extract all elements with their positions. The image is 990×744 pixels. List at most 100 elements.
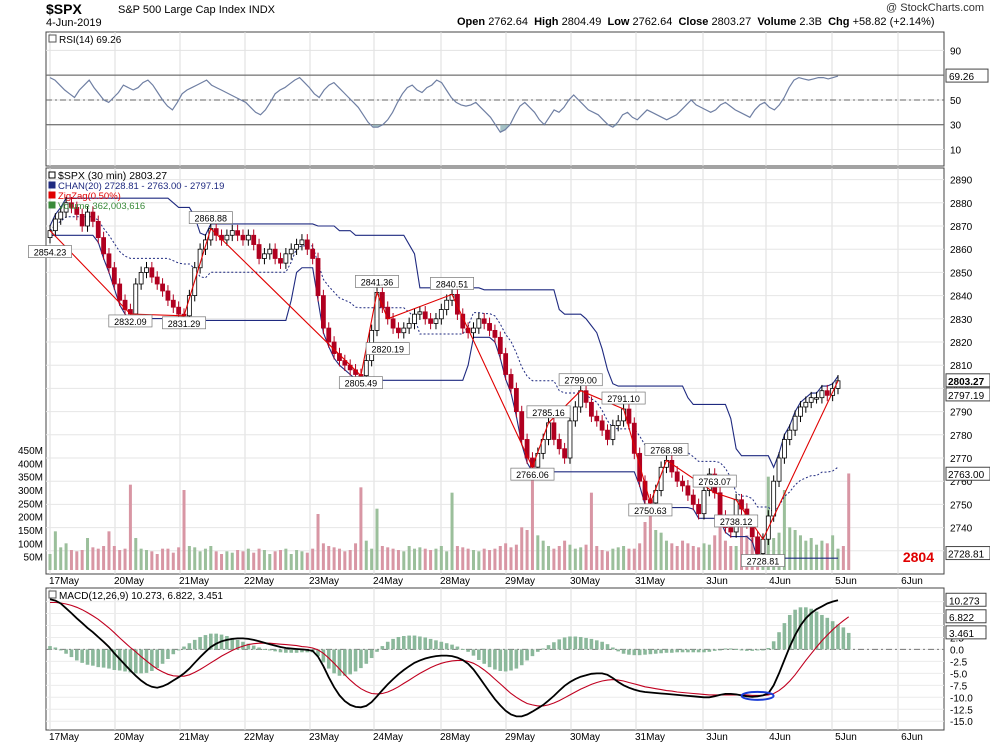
rsi-tick-label: 90 xyxy=(950,46,962,57)
macd-histogram-bar xyxy=(267,649,272,651)
macd-date-label: 4Jun xyxy=(769,732,791,743)
macd-histogram-bar xyxy=(251,645,256,650)
macd-date-label: 21May xyxy=(179,732,209,743)
candle-body xyxy=(760,538,766,554)
price-tick-label: 2760 xyxy=(950,477,973,488)
rsi-legend-label: RSI(14) 69.26 xyxy=(59,35,122,46)
candle-body xyxy=(165,290,171,301)
macd-histogram-bar xyxy=(439,641,444,650)
volume-bar xyxy=(166,548,170,570)
volume-bar xyxy=(675,546,679,570)
volume-bar xyxy=(193,547,197,570)
candle-body xyxy=(669,459,675,473)
rsi-value-tag xyxy=(945,68,989,83)
price-legend-swatch xyxy=(48,181,56,189)
volume-bar xyxy=(337,548,341,570)
macd-histogram-bar xyxy=(525,649,529,661)
price-tick-label: 2860 xyxy=(950,245,973,256)
volume-bar xyxy=(118,550,122,570)
candle-body xyxy=(363,360,369,377)
volume-bar xyxy=(734,546,738,570)
symbol-description: S&P 500 Large Cap Index INDX xyxy=(118,4,275,16)
candle-body xyxy=(299,239,305,245)
price-date-label: 31May xyxy=(635,576,665,587)
macd-histogram-bar xyxy=(718,649,722,651)
macd-histogram-bar xyxy=(680,649,685,653)
volume-bar xyxy=(80,550,84,570)
volume-bar xyxy=(504,543,508,570)
rsi-line xyxy=(49,75,839,133)
volume-bar xyxy=(471,550,475,570)
price-date-label: 30May xyxy=(570,576,600,587)
macd-histogram-bar xyxy=(530,649,535,657)
candle-body xyxy=(513,387,519,412)
macd-histogram-bar xyxy=(289,649,294,653)
candle-body xyxy=(256,244,262,259)
macd-histogram-bar xyxy=(573,636,578,650)
volume-bar xyxy=(697,547,701,570)
channel-middle xyxy=(49,216,839,514)
candle-body xyxy=(154,276,160,285)
macd-date-label: 23May xyxy=(309,732,339,743)
volume-bar xyxy=(782,490,786,570)
macd-histogram-bar xyxy=(203,635,208,650)
volume-bar xyxy=(102,546,106,570)
price-date-label: 24May xyxy=(373,576,403,587)
macd-histogram-bar xyxy=(455,646,460,650)
macd-histogram-bar xyxy=(653,649,658,654)
volume-bar xyxy=(187,546,191,570)
volume-bar xyxy=(343,551,347,570)
macd-histogram-bar xyxy=(128,649,133,673)
macd-histogram-bar xyxy=(519,649,524,666)
macd-histogram-bar xyxy=(482,649,487,664)
macd-histogram-bar xyxy=(460,648,465,650)
macd-histogram-bar xyxy=(830,621,835,650)
candle-body xyxy=(690,494,696,505)
volume-tick-label: 450M xyxy=(18,446,43,457)
candle-body xyxy=(262,253,267,259)
candle-body xyxy=(589,401,594,417)
macd-histogram-bar xyxy=(728,648,733,650)
macd-histogram-bar xyxy=(466,649,470,652)
candle-body xyxy=(106,253,112,269)
macd-histogram-bar xyxy=(686,649,690,653)
candle-body xyxy=(315,258,321,297)
candle-body xyxy=(583,390,589,403)
candle-body xyxy=(144,267,149,273)
macd-histogram-bar xyxy=(734,648,738,650)
macd-histogram-bar xyxy=(391,638,395,650)
volume-bar xyxy=(391,548,395,570)
candle-body xyxy=(63,202,69,213)
rsi-tick-label: 50 xyxy=(950,96,962,107)
candle-body xyxy=(792,415,798,431)
volume-tick-label: 200M xyxy=(18,513,43,524)
candle-body xyxy=(390,318,396,329)
candle-body xyxy=(615,420,621,426)
volume-bar xyxy=(209,546,213,570)
candle-body xyxy=(578,390,584,408)
macd-histogram-bar xyxy=(401,636,406,650)
stockcharts-credit: @ StockCharts.com xyxy=(886,2,984,14)
volume-bar xyxy=(713,535,717,570)
volume-bar xyxy=(332,547,336,570)
macd-histogram-bar xyxy=(562,637,567,650)
candle-body xyxy=(304,239,310,250)
volume-bar xyxy=(230,552,234,570)
volume-bar xyxy=(530,476,534,570)
candle-body xyxy=(438,309,444,320)
macd-tick-label: -10.0 xyxy=(950,693,973,704)
macd-histogram-bar xyxy=(107,649,111,669)
price-date-label: 6Jun xyxy=(901,576,923,587)
macd-histogram-bar xyxy=(594,640,599,650)
macd-tick-label: -7.5 xyxy=(950,681,968,692)
zigzag-label: 2738.12 xyxy=(720,517,753,527)
volume-bar xyxy=(273,551,277,570)
macd-histogram-bar xyxy=(69,649,74,658)
price-tick-label: 2870 xyxy=(950,222,973,233)
candle-body xyxy=(149,267,155,278)
macd-tick-label: -2.5 xyxy=(950,657,968,668)
macd-histogram-bar xyxy=(278,649,283,653)
macd-histogram-bar xyxy=(745,649,749,651)
candle-body xyxy=(101,237,107,255)
price-date-label: 3Jun xyxy=(706,576,728,587)
